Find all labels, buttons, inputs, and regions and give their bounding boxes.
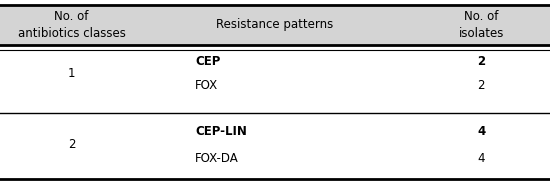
Text: No. of
antibiotics classes: No. of antibiotics classes bbox=[18, 10, 125, 40]
Bar bbox=[0, 5, 550, 45]
Text: Resistance patterns: Resistance patterns bbox=[216, 18, 334, 31]
Text: 2: 2 bbox=[68, 138, 75, 151]
Text: CEP-LIN: CEP-LIN bbox=[195, 125, 247, 138]
Text: No. of
isolates: No. of isolates bbox=[459, 10, 504, 40]
Text: FOX: FOX bbox=[195, 79, 218, 92]
Text: 2: 2 bbox=[477, 79, 485, 92]
Text: 4: 4 bbox=[477, 125, 485, 138]
Text: 2: 2 bbox=[477, 55, 485, 68]
Text: FOX-DA: FOX-DA bbox=[195, 152, 239, 165]
Text: 4: 4 bbox=[477, 152, 485, 165]
Text: CEP: CEP bbox=[195, 55, 221, 68]
Text: 1: 1 bbox=[68, 67, 75, 80]
